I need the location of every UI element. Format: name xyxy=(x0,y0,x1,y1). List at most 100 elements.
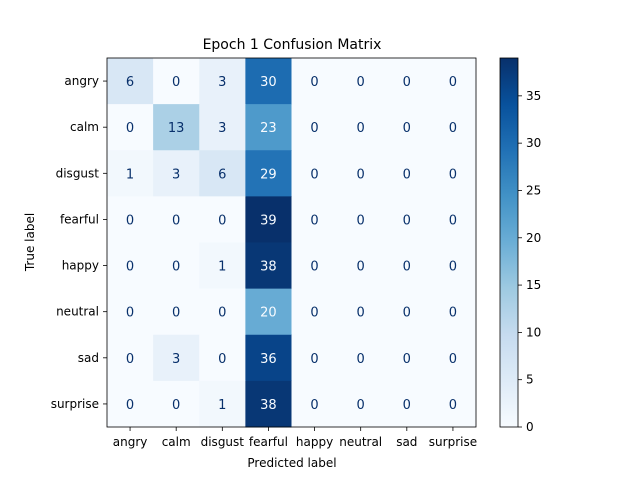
cell-value-label: 0 xyxy=(357,213,365,228)
heatmap-cell xyxy=(383,196,431,243)
y-tick-label: sad xyxy=(78,351,99,365)
heatmap-cell xyxy=(199,288,246,336)
cell-value-label: 0 xyxy=(357,352,365,367)
heatmap-cell xyxy=(291,150,339,197)
cell-value-label: 0 xyxy=(126,398,134,413)
cell-value-label: 0 xyxy=(449,75,457,90)
heatmap-cell xyxy=(107,196,154,243)
heatmap-cell xyxy=(383,58,431,105)
colorbar: 0 5 10 15 20 25 30 35 xyxy=(499,57,541,434)
heatmap-cell xyxy=(107,58,154,105)
heatmap-cell xyxy=(199,104,246,151)
cell-value-label: 6 xyxy=(218,167,226,182)
heatmap-cell xyxy=(153,380,200,428)
colorbar-frame xyxy=(499,57,519,428)
heatmap-cell xyxy=(383,334,431,382)
heatmap-cell xyxy=(153,334,200,382)
heatmap-cell xyxy=(337,288,385,336)
heatmap-cell xyxy=(245,150,292,197)
cell-value-label: 0 xyxy=(218,306,226,321)
x-tick-label: sad xyxy=(396,435,417,449)
heatmap-cell xyxy=(107,104,154,151)
cell-value-label: 3 xyxy=(172,352,180,367)
heatmap-cell xyxy=(429,58,477,105)
colorbar-tick-label: 20 xyxy=(526,231,541,245)
heatmap-cell xyxy=(337,380,385,428)
heatmap-cell xyxy=(245,288,292,336)
cell-value-label: 0 xyxy=(126,213,134,228)
heatmap-cells xyxy=(107,58,477,428)
x-tick-label: neutral xyxy=(339,435,382,449)
y-axis-label: True label xyxy=(23,213,37,272)
heatmap-cell xyxy=(153,58,200,105)
cell-value-label: 0 xyxy=(172,213,180,228)
heatmap-cell xyxy=(337,334,385,382)
heatmap-cell xyxy=(383,104,431,151)
heatmap-cell xyxy=(199,242,246,290)
cell-value-label: 13 xyxy=(168,121,185,136)
cell-value-label: 0 xyxy=(357,75,365,90)
y-tick-label: neutral xyxy=(56,305,99,319)
heatmap-cell xyxy=(337,150,385,197)
heatmap-cell xyxy=(291,58,339,105)
heatmap-cell xyxy=(337,242,385,290)
heatmap-cell xyxy=(199,58,246,105)
cell-value-label: 0 xyxy=(449,398,457,413)
cell-value-label: 1 xyxy=(126,167,134,182)
cell-value-label: 0 xyxy=(172,75,180,90)
heatmap-cell xyxy=(383,288,431,336)
heatmap-cell xyxy=(429,104,477,151)
heatmap-cell xyxy=(245,334,292,382)
cell-value-label: 0 xyxy=(403,260,411,275)
cell-value-label: 3 xyxy=(218,121,226,136)
cell-value-label: 3 xyxy=(218,75,226,90)
cell-value-label: 0 xyxy=(310,306,318,321)
cell-value-label: 0 xyxy=(403,121,411,136)
heatmap-cell xyxy=(429,242,477,290)
heatmap-cell xyxy=(383,150,431,197)
x-tick-label: fearful xyxy=(249,435,288,449)
cell-value-label: 29 xyxy=(260,167,277,182)
heatmap-cell xyxy=(245,196,292,243)
heatmap-cell xyxy=(245,104,292,151)
heatmap-cell xyxy=(429,150,477,197)
heatmap-cell xyxy=(107,334,154,382)
cell-value-label: 0 xyxy=(172,398,180,413)
heatmap-cell xyxy=(383,242,431,290)
heatmap-cell xyxy=(429,380,477,428)
colorbar-tick-label: 0 xyxy=(526,420,534,434)
heatmap-cell xyxy=(199,334,246,382)
cell-value-label: 0 xyxy=(449,167,457,182)
heatmap-cell xyxy=(153,104,200,151)
chart-title: Epoch 1 Confusion Matrix xyxy=(203,37,382,53)
x-tick-label: disgust xyxy=(201,435,245,449)
cell-value-label: 0 xyxy=(126,352,134,367)
x-axis-ticks: angry calm disgust fearful happy neutral sad su… xyxy=(113,427,477,449)
heatmap-cell xyxy=(337,58,385,105)
colorbar-tick-label: 5 xyxy=(526,373,534,387)
cell-value-label: 0 xyxy=(403,352,411,367)
heatmap-cell-labels: 6 0 3 30 0 0 0 00 13 3 23 0 0 0 01 3 6 29 0 0 0 00 0 0 39 0 0 0 00 0 1… xyxy=(126,75,457,413)
cell-value-label: 39 xyxy=(260,213,277,228)
heatmap-cell xyxy=(107,288,154,336)
heatmap-cell xyxy=(337,196,385,243)
y-axis-ticks: angry calm disgust fearful happy neutral sad su… xyxy=(51,74,107,411)
heatmap-cell xyxy=(245,58,292,105)
cell-value-label: 0 xyxy=(449,352,457,367)
cell-value-label: 0 xyxy=(403,167,411,182)
cell-value-label: 0 xyxy=(172,306,180,321)
heatmap-cell xyxy=(199,196,246,243)
cell-value-label: 0 xyxy=(357,121,365,136)
cell-value-label: 0 xyxy=(357,167,365,182)
cell-value-label: 38 xyxy=(260,398,277,413)
heatmap-cell xyxy=(291,334,339,382)
heatmap-cell xyxy=(245,242,292,290)
x-tick-label: calm xyxy=(162,435,191,449)
heatmap-cell xyxy=(291,242,339,290)
heatmap-cell xyxy=(291,104,339,151)
heatmap-cell xyxy=(291,288,339,336)
cell-value-label: 0 xyxy=(310,167,318,182)
cell-value-label: 36 xyxy=(260,352,277,367)
